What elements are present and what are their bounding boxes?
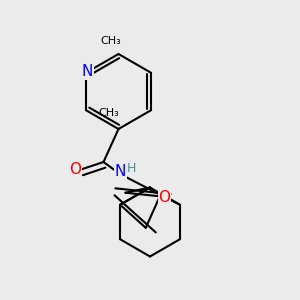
Text: N: N bbox=[82, 64, 93, 79]
Text: O: O bbox=[158, 190, 170, 205]
Text: O: O bbox=[70, 162, 82, 177]
Text: CH₃: CH₃ bbox=[98, 108, 119, 118]
Text: H: H bbox=[127, 162, 136, 175]
Text: CH₃: CH₃ bbox=[100, 37, 122, 46]
Text: N: N bbox=[115, 164, 126, 179]
